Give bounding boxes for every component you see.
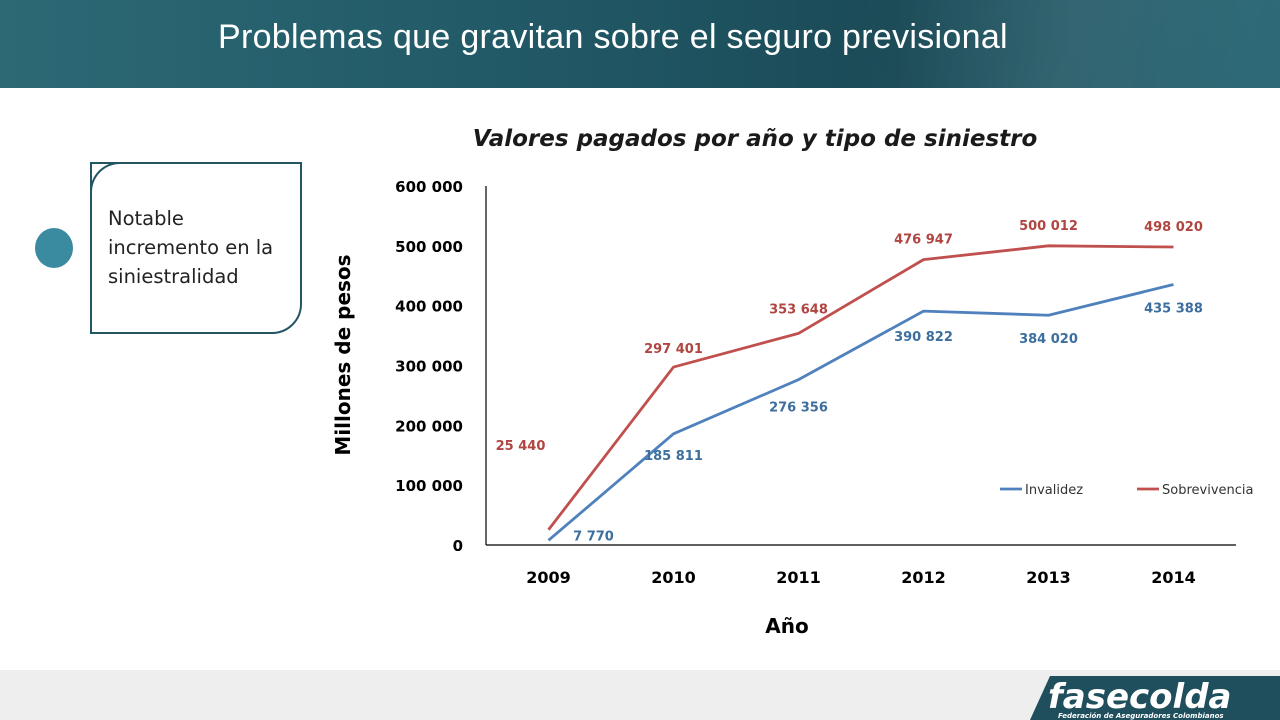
data-label: 498 020 — [1144, 220, 1203, 235]
series-line-sobrevivencia — [547, 244, 1174, 531]
data-label: 185 811 — [644, 449, 703, 464]
x-tick-label: 2011 — [776, 568, 821, 587]
y-tick-label: 600 000 — [395, 178, 463, 196]
x-tick-label: 2009 — [526, 568, 571, 587]
y-tick-label: 300 000 — [395, 358, 463, 376]
y-tick-label: 400 000 — [395, 298, 463, 316]
svg-text:fasecolda: fasecolda — [1048, 677, 1231, 717]
data-label: 435 388 — [1144, 301, 1203, 316]
header-bar: Problemas que gravitan sobre el seguro p… — [0, 0, 1280, 88]
y-axis-label: Millones de pesos — [331, 254, 355, 455]
fasecolda-logo: fasecolda Federación de Aseguradores Col… — [1030, 676, 1280, 720]
page-title: Problemas que gravitan sobre el seguro p… — [218, 18, 1008, 56]
y-tick-label: 0 — [453, 537, 463, 555]
x-tick-label: 2010 — [651, 568, 696, 587]
data-label: 476 947 — [894, 233, 953, 248]
data-label: 500 012 — [1019, 219, 1078, 234]
svg-text:Federación de Aseguradores Col: Federación de Aseguradores Colombianos — [1058, 712, 1224, 720]
y-tick-label: 500 000 — [395, 238, 463, 256]
x-tick-label: 2013 — [1026, 568, 1071, 587]
y-tick-label: 200 000 — [395, 417, 463, 435]
header-sheen — [860, 0, 1280, 88]
x-axis-label: Año — [765, 614, 808, 638]
data-label: 25 440 — [496, 439, 546, 454]
note-text: Notable incremento en la siniestralidad — [108, 207, 274, 288]
data-label: 7 770 — [573, 529, 614, 544]
legend-label: Invalidez — [1025, 483, 1083, 498]
data-label: 384 020 — [1019, 332, 1078, 347]
y-tick-label: 100 000 — [395, 477, 463, 495]
chart-title: Valores pagados por año y tipo de sinies… — [472, 126, 1038, 152]
x-tick-label: 2012 — [901, 568, 946, 587]
data-label: 297 401 — [644, 342, 703, 357]
note-box — [90, 162, 302, 334]
x-tick-label: 2014 — [1151, 568, 1196, 587]
data-label: 276 356 — [769, 401, 828, 416]
legend-label: Sobrevivencia — [1162, 483, 1253, 498]
bullet-circle-icon — [35, 228, 73, 268]
data-label: 390 822 — [894, 330, 953, 345]
series-line-invalidez — [547, 283, 1174, 542]
data-label: 353 648 — [769, 302, 828, 317]
